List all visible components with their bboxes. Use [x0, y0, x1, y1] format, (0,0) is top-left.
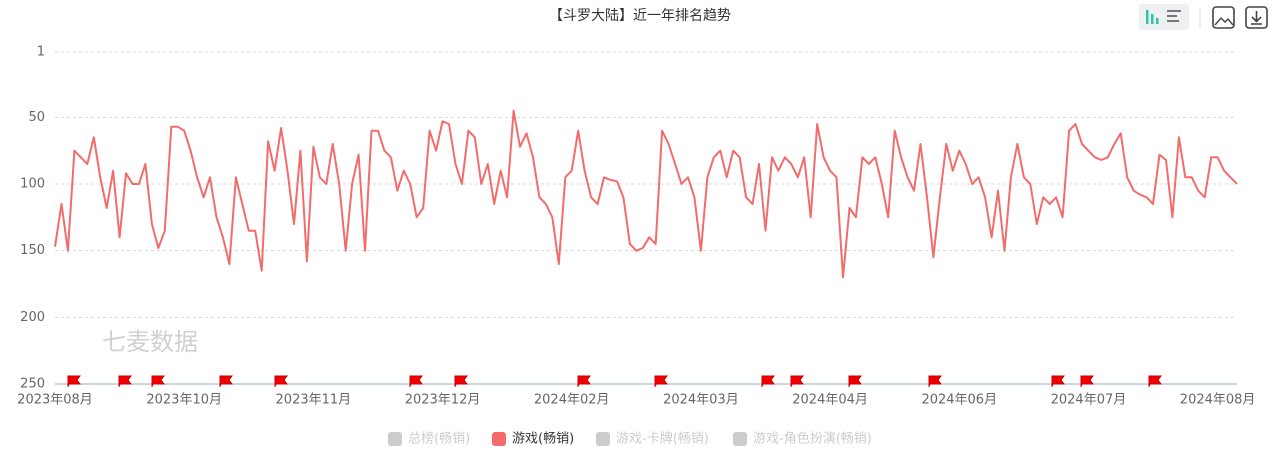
- x-tick-label: 2023年10月: [146, 393, 222, 408]
- icon-bar: [1146, 10, 1149, 24]
- event-flag[interactable]: [219, 375, 233, 387]
- legend-swatch[interactable]: [492, 432, 506, 446]
- icon-image[interactable]: [1212, 6, 1235, 29]
- event-flag[interactable]: [761, 375, 775, 387]
- event-flag[interactable]: [274, 375, 288, 387]
- icon-bar: [1156, 18, 1159, 24]
- event-flag[interactable]: [848, 375, 862, 387]
- event-flag[interactable]: [1080, 375, 1094, 387]
- event-flag[interactable]: [928, 375, 942, 387]
- y-tick-label: 150: [20, 243, 45, 258]
- toolbar: [1139, 4, 1268, 30]
- event-flag[interactable]: [654, 375, 668, 387]
- x-tick-label: 2024年08月: [1180, 393, 1256, 408]
- x-tick-label: 2024年03月: [663, 393, 739, 408]
- event-flag[interactable]: [409, 375, 423, 387]
- x-tick-label: 2024年06月: [921, 393, 997, 408]
- legend-label[interactable]: 游戏-卡牌(畅销): [616, 431, 709, 447]
- legend-label[interactable]: 游戏(畅销): [512, 432, 574, 447]
- x-tick-label: 2023年12月: [405, 393, 481, 408]
- icon-download-arrow: [1251, 11, 1262, 25]
- event-flag[interactable]: [1148, 375, 1162, 387]
- event-flag[interactable]: [1051, 375, 1065, 387]
- x-tick-label: 2024年02月: [534, 393, 610, 408]
- legend-swatch[interactable]: [388, 432, 402, 446]
- event-flag[interactable]: [151, 375, 165, 387]
- y-tick-label: 200: [20, 310, 45, 325]
- icon-list: [1167, 10, 1181, 22]
- watermark: 七麦数据: [102, 328, 198, 356]
- icon-bar: [1151, 14, 1154, 24]
- y-tick-label: 250: [20, 377, 45, 392]
- legend-label[interactable]: 总榜(畅销): [408, 431, 470, 447]
- series-line: [54, 109, 1238, 279]
- legend-label[interactable]: 游戏-角色扮演(畅销): [753, 431, 872, 447]
- event-flag[interactable]: [118, 375, 132, 387]
- y-tick-label: 50: [28, 110, 45, 125]
- legend-swatch[interactable]: [733, 432, 747, 446]
- y-tick-label: 1: [37, 45, 45, 60]
- legend-swatch[interactable]: [596, 432, 610, 446]
- event-flag[interactable]: [577, 375, 591, 387]
- event-flag[interactable]: [67, 375, 81, 387]
- chart-title: 【斗罗大陆】近一年排名趋势: [549, 8, 731, 24]
- event-flag[interactable]: [790, 375, 804, 387]
- y-tick-label: 100: [20, 177, 45, 192]
- x-tick-label: 2023年08月: [17, 393, 93, 408]
- x-tick-label: 2024年04月: [792, 393, 868, 408]
- icon-download[interactable]: [1245, 6, 1268, 29]
- icon-image-mountain: [1214, 16, 1234, 26]
- event-flag[interactable]: [454, 375, 468, 387]
- x-tick-label: 2023年11月: [276, 393, 352, 408]
- x-tick-label: 2024年07月: [1051, 393, 1127, 408]
